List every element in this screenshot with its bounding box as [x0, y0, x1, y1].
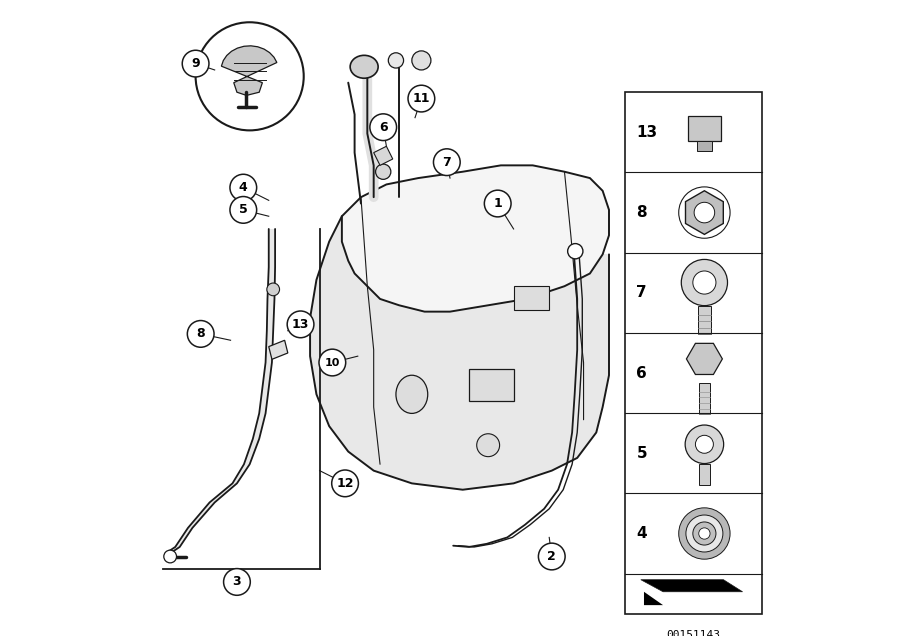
Text: 4: 4 — [238, 181, 248, 194]
Text: 7: 7 — [443, 156, 451, 169]
Polygon shape — [644, 591, 663, 605]
Polygon shape — [687, 343, 723, 375]
Text: 2: 2 — [547, 550, 556, 563]
Polygon shape — [221, 46, 277, 95]
Polygon shape — [686, 191, 724, 235]
Circle shape — [287, 311, 314, 338]
Bar — [698, 384, 710, 414]
Circle shape — [319, 349, 346, 376]
Circle shape — [484, 190, 511, 217]
Polygon shape — [166, 229, 275, 553]
Bar — [469, 369, 514, 401]
Circle shape — [698, 528, 710, 539]
Circle shape — [408, 85, 435, 112]
Text: 13: 13 — [292, 318, 310, 331]
Circle shape — [332, 470, 358, 497]
Circle shape — [195, 22, 303, 130]
Bar — [625, 92, 761, 614]
Text: 1: 1 — [493, 197, 502, 210]
Circle shape — [375, 164, 391, 179]
Text: 5: 5 — [238, 204, 248, 216]
Polygon shape — [374, 146, 392, 165]
Text: 12: 12 — [337, 477, 354, 490]
Circle shape — [568, 244, 583, 259]
Polygon shape — [269, 340, 288, 359]
Ellipse shape — [350, 55, 378, 78]
Circle shape — [693, 271, 716, 294]
Bar — [688, 116, 721, 141]
Bar — [698, 306, 711, 334]
Polygon shape — [310, 165, 609, 490]
Text: 3: 3 — [232, 576, 241, 588]
Circle shape — [230, 174, 256, 201]
Bar — [698, 464, 710, 485]
Circle shape — [694, 202, 715, 223]
Polygon shape — [641, 579, 742, 591]
Text: 7: 7 — [636, 286, 647, 300]
Circle shape — [230, 197, 256, 223]
Circle shape — [182, 50, 209, 77]
Circle shape — [693, 522, 716, 545]
Text: 00151143: 00151143 — [666, 630, 720, 636]
Circle shape — [681, 259, 727, 306]
Ellipse shape — [396, 375, 428, 413]
Circle shape — [685, 425, 724, 464]
Text: 6: 6 — [379, 121, 388, 134]
Text: 11: 11 — [412, 92, 430, 105]
Text: 5: 5 — [636, 446, 647, 460]
Text: 8: 8 — [636, 205, 647, 220]
Circle shape — [696, 435, 714, 453]
Text: 8: 8 — [196, 328, 205, 340]
Text: 13: 13 — [636, 125, 658, 140]
Circle shape — [164, 550, 176, 563]
Circle shape — [477, 434, 500, 457]
Bar — [514, 286, 549, 310]
Circle shape — [538, 543, 565, 570]
Text: 10: 10 — [325, 357, 340, 368]
Text: 4: 4 — [636, 526, 647, 541]
Circle shape — [388, 53, 403, 68]
Circle shape — [679, 508, 730, 559]
Circle shape — [370, 114, 397, 141]
Circle shape — [412, 51, 431, 70]
Polygon shape — [342, 165, 609, 312]
Circle shape — [187, 321, 214, 347]
Circle shape — [223, 569, 250, 595]
Circle shape — [266, 283, 280, 296]
Text: 9: 9 — [192, 57, 200, 70]
Circle shape — [434, 149, 460, 176]
Text: 6: 6 — [636, 366, 647, 380]
Circle shape — [686, 515, 723, 552]
Polygon shape — [697, 141, 712, 151]
